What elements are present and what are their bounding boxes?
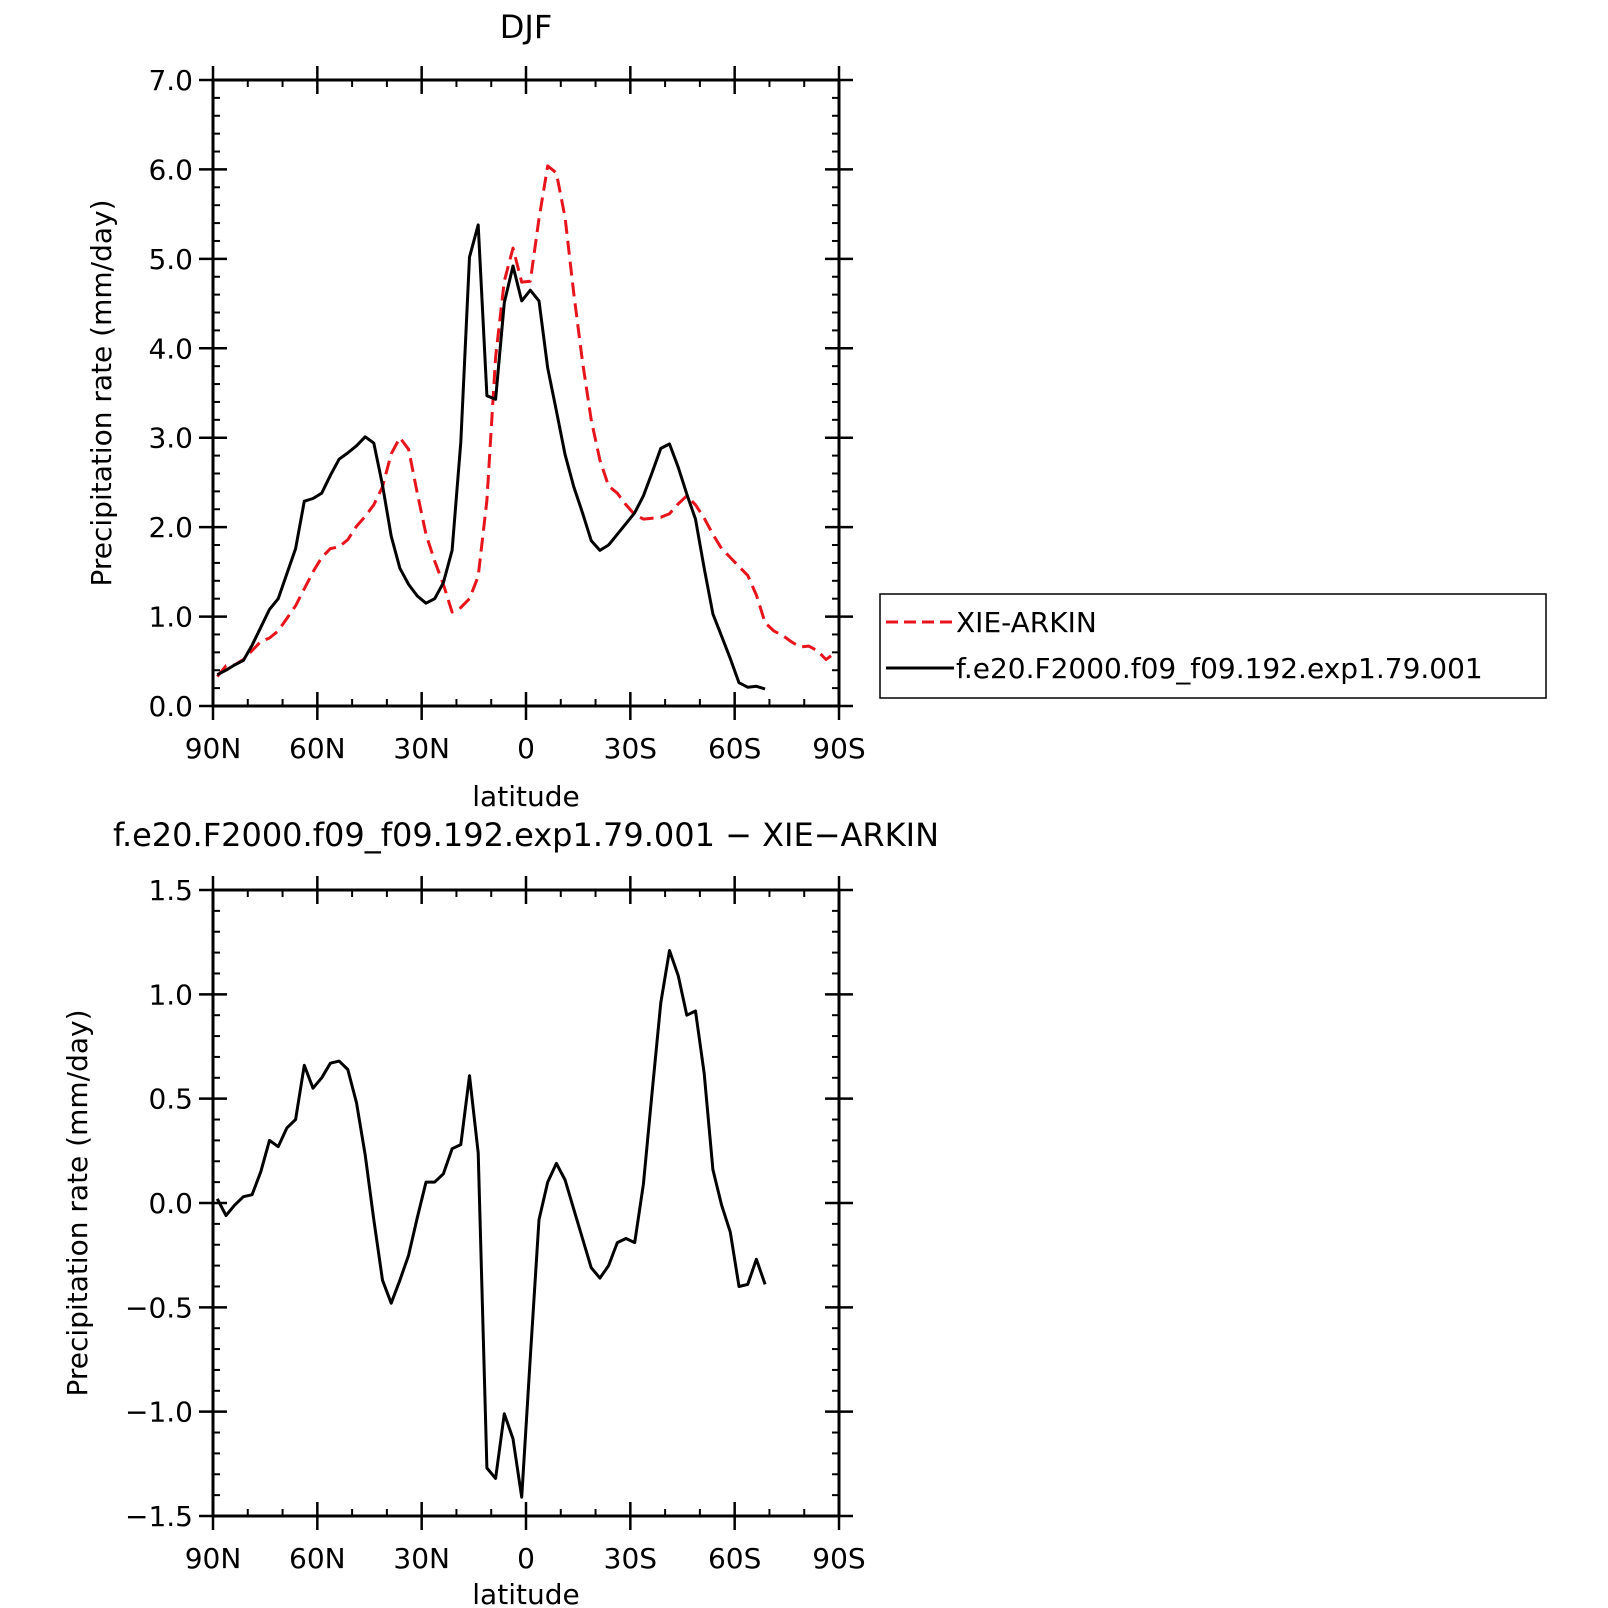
x-tick-label: 0: [517, 732, 535, 765]
y-tick-label: 1.5: [148, 874, 193, 907]
chart-top-x-axis-title: latitude: [472, 780, 579, 813]
x-tick-label: 30N: [393, 732, 450, 765]
x-tick-label: 30S: [604, 1542, 657, 1575]
chart-top-x-ticks: 90N 60N 30N 0 30S 60S 90S: [185, 66, 866, 765]
y-tick-label: 1.0: [148, 601, 193, 634]
y-tick-label: 1.0: [148, 978, 193, 1011]
chart-bottom-title: f.e20.F2000.f09_f09.192.exp1.79.001 − XI…: [113, 816, 939, 854]
x-tick-label: 90N: [185, 1542, 242, 1575]
legend-label-xie-arkin: XIE-ARKIN: [956, 606, 1097, 639]
legend-label-model: f.e20.F2000.f09_f09.192.exp1.79.001: [956, 652, 1483, 685]
chart-top-y-axis-title: Precipitation rate (mm/day): [85, 199, 118, 586]
chart-bottom-x-ticks: 90N 60N 30N 0 30S 60S 90S: [185, 876, 866, 1575]
legend-box: [879, 593, 1547, 699]
x-tick-label: 60S: [708, 732, 761, 765]
y-tick-label: 2.0: [148, 511, 193, 544]
y-tick-label: 5.0: [148, 243, 193, 276]
x-tick-label: 60S: [708, 1542, 761, 1575]
y-tick-label: 6.0: [148, 153, 193, 186]
chart-bottom-x-axis-title: latitude: [472, 1578, 579, 1608]
y-tick-label: 3.0: [148, 422, 193, 455]
chart-top-series: [216, 164, 836, 691]
chart-top-legend: XIE-ARKIN f.e20.F2000.f09_f09.192.exp1.7…: [879, 593, 1547, 699]
y-tick-label: 0.0: [148, 690, 193, 723]
chart-bottom-series: [215, 949, 767, 1499]
x-tick-label: 90N: [185, 732, 242, 765]
x-tick-label: 30N: [393, 1542, 450, 1575]
y-tick-label: −1.5: [125, 1500, 193, 1533]
x-tick-label: 90S: [812, 732, 865, 765]
chart-bottom-frame: [211, 888, 841, 1518]
y-tick-label: 4.0: [148, 332, 193, 365]
y-tick-label: −0.5: [125, 1291, 193, 1324]
x-tick-label: 30S: [604, 732, 657, 765]
chart-bottom: f.e20.F2000.f09_f09.192.exp1.79.001 − XI…: [61, 816, 939, 1608]
chart-top-frame: [211, 78, 841, 708]
series-line-1-0: [215, 949, 767, 1499]
x-tick-label: 90S: [812, 1542, 865, 1575]
chart-top-y-ticks: 0.0 1.0 2.0 3.0 4.0 5.0 6.0 7.0: [148, 64, 853, 723]
y-tick-label: 7.0: [148, 64, 193, 97]
chart-top: DJF 0.0 1.0 2.0 3.0 4.0 5.0 6.0 7.0 90N 60N 30N 0 3…: [85, 8, 866, 813]
y-tick-label: 0.5: [148, 1083, 193, 1116]
x-tick-label: 0: [517, 1542, 535, 1575]
series-line-0-0: [216, 164, 836, 678]
x-tick-label: 60N: [289, 1542, 346, 1575]
x-tick-label: 60N: [289, 732, 346, 765]
series-line-0-1: [216, 223, 766, 691]
chart-bottom-y-axis-title: Precipitation rate (mm/day): [61, 1009, 94, 1396]
y-tick-label: 0.0: [148, 1187, 193, 1220]
y-tick-label: −1.0: [125, 1396, 193, 1429]
chart-bottom-y-ticks: −1.5 −1.0 −0.5 0.0 0.5 1.0 1.5: [125, 874, 853, 1533]
chart-top-title: DJF: [500, 8, 552, 46]
